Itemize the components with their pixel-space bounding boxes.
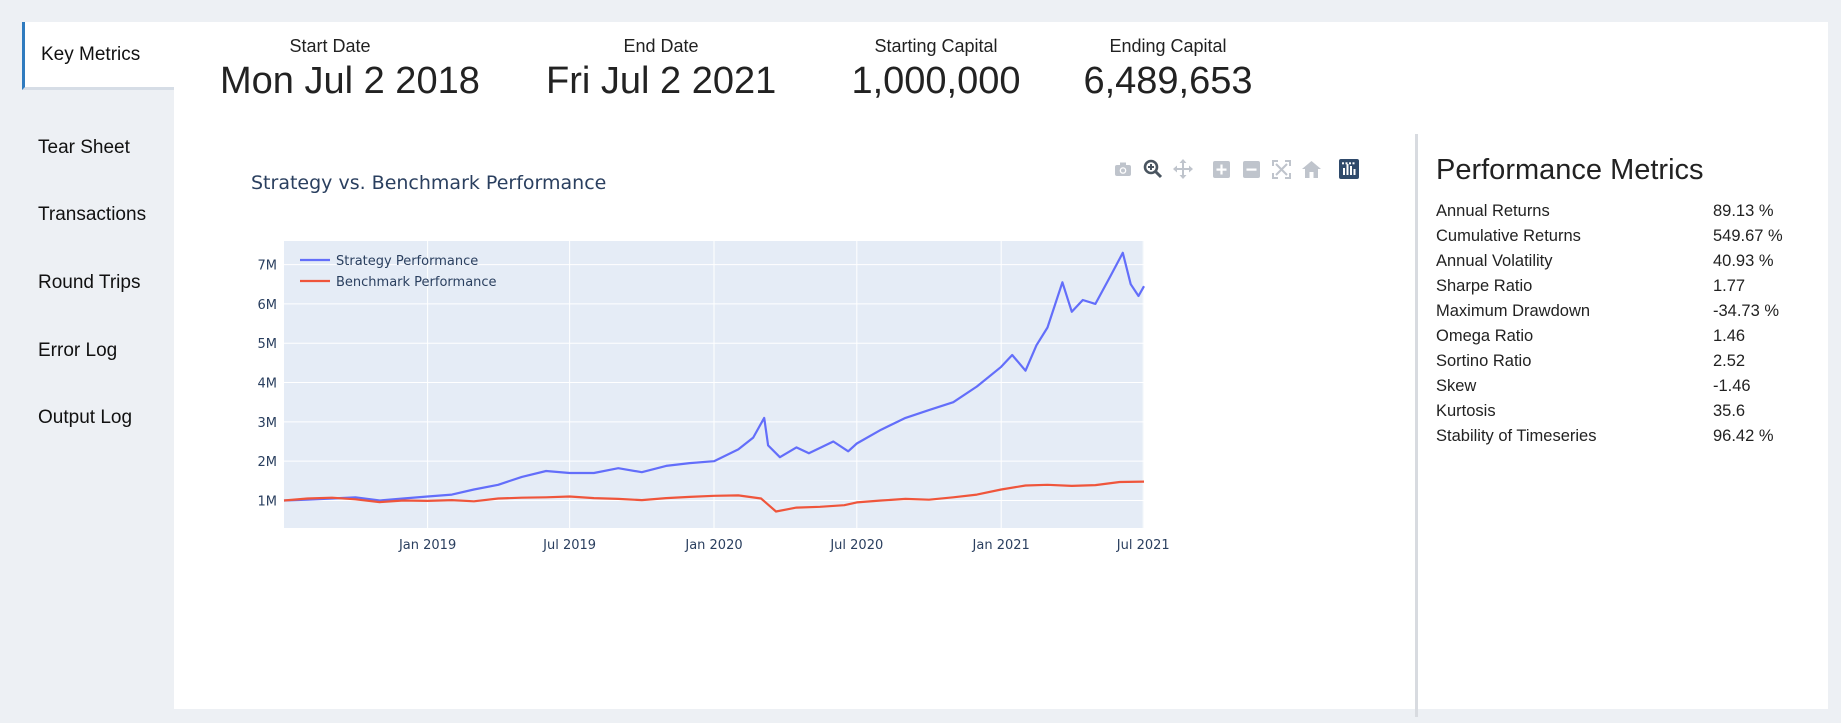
- pan-icon[interactable]: [1172, 158, 1194, 180]
- metric-value: 89.13 %: [1713, 202, 1774, 220]
- metric-row: Omega Ratio 1.46: [1436, 324, 1816, 349]
- metric-name: Annual Returns: [1436, 202, 1550, 220]
- metric-name: Annual Volatility: [1436, 252, 1553, 270]
- kpi-label: Start Date: [289, 36, 371, 56]
- sidebar-item-key-metrics[interactable]: Key Metrics: [22, 22, 174, 90]
- x-tick-label: Jul 2021: [1116, 538, 1170, 553]
- metric-row: Sortino Ratio 2.52: [1436, 349, 1816, 374]
- legend-label[interactable]: Benchmark Performance: [336, 275, 497, 290]
- metric-row: Stability of Timeseries 96.42 %: [1436, 424, 1816, 449]
- metrics-title: Performance Metrics: [1436, 154, 1704, 186]
- performance-chart[interactable]: Strategy vs. Benchmark Performance 1M 2M 3…: [214, 132, 1364, 662]
- x-tick-label: Jan 2021: [972, 538, 1030, 553]
- camera-icon[interactable]: [1112, 158, 1134, 180]
- y-tick-label: 6M: [258, 298, 278, 313]
- sidebar-item-tear-sheet[interactable]: Tear Sheet: [38, 137, 130, 158]
- metric-value: 1.77: [1713, 277, 1746, 295]
- kpi-end-date: End Date Fri Jul 2 2021: [546, 35, 776, 103]
- metric-value: 40.93 %: [1713, 252, 1774, 270]
- reset-axes-icon[interactable]: [1300, 158, 1322, 180]
- legend-label[interactable]: Strategy Performance: [336, 254, 478, 269]
- plot-area: 1M 2M 3M 4M 5M 6M 7M Jan 2019 Jul 2019 Jan 2020 Ju…: [258, 241, 1170, 553]
- metric-row: Annual Volatility 40.93 %: [1436, 249, 1816, 274]
- metric-row: Maximum Drawdown -34.73 %: [1436, 299, 1816, 324]
- x-tick-label: Jul 2020: [829, 538, 883, 553]
- metric-value: 1.46: [1713, 327, 1746, 345]
- zoom-out-icon[interactable]: [1240, 158, 1262, 180]
- metric-value: 35.6: [1713, 402, 1746, 420]
- metric-value: 549.67 %: [1713, 227, 1783, 245]
- metric-row: Sharpe Ratio 1.77: [1436, 274, 1816, 299]
- y-tick-label: 7M: [258, 259, 278, 274]
- series-line-strategy[interactable]: [283, 251, 1145, 502]
- performance-metrics-panel: Performance Metrics Annual Returns 89.13 …: [1436, 154, 1816, 449]
- series-line-benchmark[interactable]: [283, 480, 1145, 513]
- kpi-starting-capital: Starting Capital 1,000,000: [846, 35, 1026, 103]
- sidebar-item-error-log[interactable]: Error Log: [38, 340, 118, 361]
- chart-title: Strategy vs. Benchmark Performance: [251, 172, 606, 194]
- kpi-start-date: Start Date Mon Jul 2 2018: [220, 35, 480, 103]
- x-tick-label: Jan 2019: [398, 538, 456, 553]
- metric-name: Cumulative Returns: [1436, 227, 1581, 245]
- autoscale-icon[interactable]: [1270, 158, 1292, 180]
- metric-value: -1.46: [1713, 377, 1751, 395]
- metric-name: Omega Ratio: [1436, 327, 1534, 345]
- y-tick-label: 2M: [258, 455, 278, 470]
- y-tick-label: 1M: [258, 494, 278, 509]
- metric-name: Sharpe Ratio: [1436, 277, 1533, 295]
- metric-name: Maximum Drawdown: [1436, 302, 1591, 320]
- metric-value: 2.52: [1713, 352, 1746, 370]
- metric-name: Stability of Timeseries: [1436, 427, 1597, 445]
- metric-name: Sortino Ratio: [1436, 352, 1532, 370]
- metric-row: Annual Returns 89.13 %: [1436, 199, 1816, 224]
- sidebar-item-round-trips[interactable]: Round Trips: [38, 272, 141, 293]
- kpi-value: 6,489,653: [1083, 60, 1253, 102]
- metric-name: Skew: [1436, 377, 1477, 395]
- x-tick-label: Jan 2020: [684, 538, 742, 553]
- metric-row: Skew -1.46: [1436, 374, 1816, 399]
- plotly-logo-icon[interactable]: [1338, 158, 1360, 180]
- sidebar-item-output-log[interactable]: Output Log: [38, 407, 133, 428]
- kpi-value: Fri Jul 2 2021: [546, 60, 777, 102]
- metric-row: Kurtosis 35.6: [1436, 399, 1816, 424]
- kpi-value: 1,000,000: [851, 60, 1021, 102]
- y-tick-label: 3M: [258, 416, 278, 431]
- kpi-label: Ending Capital: [1109, 36, 1227, 56]
- zoom-icon[interactable]: [1142, 158, 1164, 180]
- sidebar-item-transactions[interactable]: Transactions: [38, 204, 147, 225]
- main-panel: Start Date Mon Jul 2 2018 End Date Fri J…: [174, 22, 1828, 717]
- panel-divider: [1415, 134, 1418, 717]
- x-tick-label: Jul 2019: [542, 538, 596, 553]
- metric-name: Kurtosis: [1436, 402, 1496, 420]
- chart-modebar: [1112, 158, 1368, 180]
- kpi-label: End Date: [623, 36, 699, 56]
- y-tick-label: 5M: [258, 337, 278, 352]
- kpi-value: Mon Jul 2 2018: [220, 60, 480, 102]
- metric-value: 96.42 %: [1713, 427, 1774, 445]
- sidebar-nav: Key Metrics Tear Sheet Transactions Roun…: [22, 22, 174, 702]
- zoom-in-icon[interactable]: [1210, 158, 1232, 180]
- kpi-ending-capital: Ending Capital 6,489,653: [1078, 35, 1258, 103]
- metric-row: Cumulative Returns 549.67 %: [1436, 224, 1816, 249]
- metric-value: -34.73 %: [1713, 302, 1780, 320]
- y-tick-label: 4M: [258, 377, 278, 392]
- chart-svg: Strategy vs. Benchmark Performance 1M 2M 3…: [251, 172, 1170, 553]
- kpi-label: Starting Capital: [874, 36, 998, 56]
